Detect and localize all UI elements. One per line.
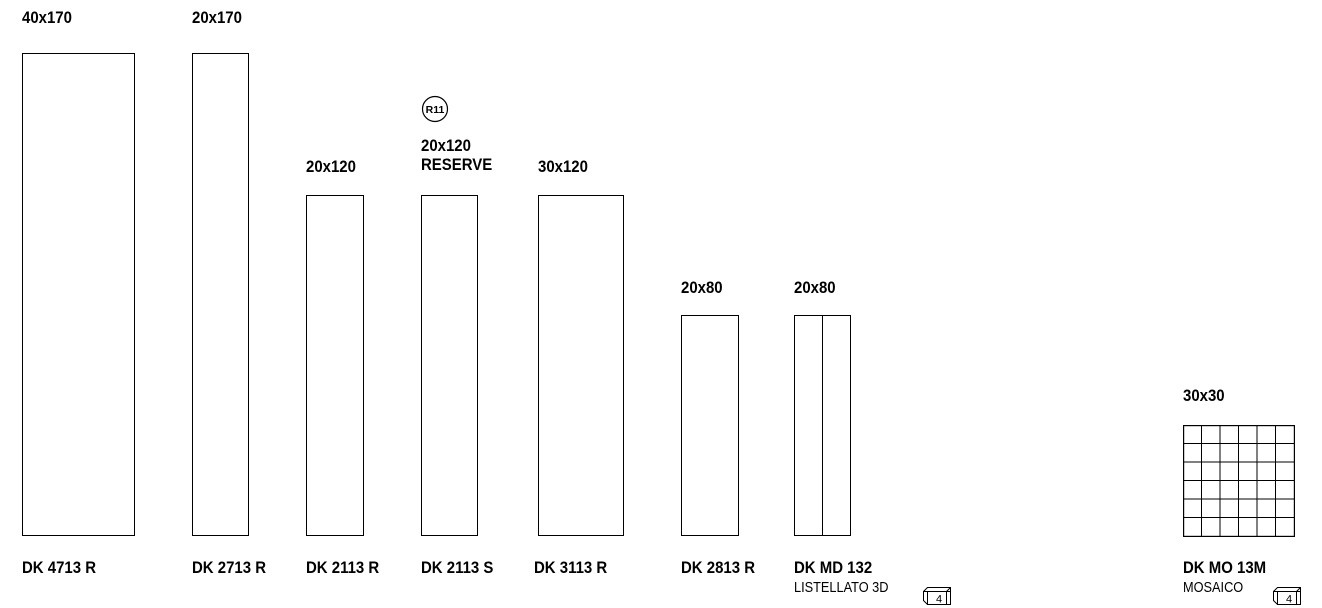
pack-box-icon: 4 — [1273, 587, 1301, 606]
r11-badge-icon: R11 — [421, 95, 449, 123]
pack-box-icon: 4 — [923, 587, 951, 606]
tile-code-label: DK MD 132 — [794, 558, 873, 577]
pack-count-label: 4 — [1286, 594, 1292, 606]
tile-code-label: DK 2813 R — [681, 558, 756, 577]
tile-size-label: 30x120 — [538, 157, 588, 176]
pack-count-label: 4 — [936, 594, 942, 606]
tile-size-label: 20x80 — [681, 278, 723, 297]
tile-code-label: DK 4713 R — [22, 558, 97, 577]
tile-size-label: 20x80 — [794, 278, 836, 297]
tile-shape — [22, 53, 135, 536]
r11-badge-label: R11 — [426, 104, 445, 116]
tile-subtitle-label: MOSAICO — [1183, 579, 1244, 596]
tile-size-label: 40x170 — [22, 8, 72, 27]
tile-shape — [538, 195, 624, 536]
tile-size-label: 20x170 — [192, 8, 242, 27]
strip-divider — [822, 316, 824, 535]
tile-shape — [306, 195, 364, 536]
tile-code-label: DK 2113 S — [421, 558, 494, 577]
tile-size-label: 30x30 — [1183, 386, 1225, 405]
tile-code-label: DK MO 13M — [1183, 558, 1267, 577]
tile-code-label: DK 2113 R — [306, 558, 380, 577]
tile-shape — [681, 315, 739, 536]
tile-size-label: 20x120 RESERVE — [421, 136, 493, 174]
tile-shape — [794, 315, 851, 536]
tile-code-label: DK 3113 R — [534, 558, 608, 577]
tile-shape — [192, 53, 249, 536]
tile-subtitle-label: LISTELLATO 3D — [794, 579, 889, 596]
mosaic-grid — [1183, 425, 1295, 537]
tile-size-label: 20x120 — [306, 157, 356, 176]
tile-code-label: DK 2713 R — [192, 558, 267, 577]
tile-shape — [421, 195, 478, 536]
